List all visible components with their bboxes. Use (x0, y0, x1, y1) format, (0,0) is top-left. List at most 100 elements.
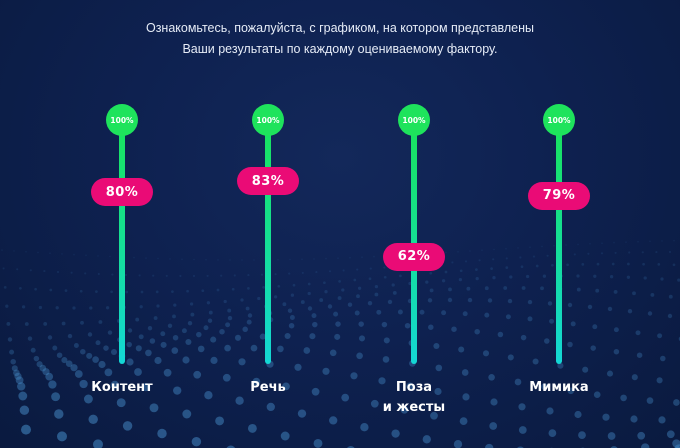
background-dot (338, 280, 341, 283)
background-dot (324, 290, 328, 294)
background-dot (578, 431, 586, 439)
background-dot (373, 255, 375, 258)
background-dot (72, 306, 76, 310)
background-dot (169, 258, 171, 260)
background-dot (322, 367, 330, 375)
background-dot (227, 308, 232, 313)
background-dot (592, 324, 598, 330)
background-dot (613, 241, 615, 244)
background-dot (478, 259, 481, 262)
background-dot (274, 273, 277, 276)
background-dot (641, 251, 644, 254)
background-dot (596, 262, 600, 266)
background-dot (30, 347, 36, 353)
background-dot (83, 394, 93, 404)
background-dot (493, 248, 495, 251)
background-dot (576, 287, 581, 292)
background-dot (356, 352, 363, 360)
background-dot (172, 334, 179, 341)
background-dot (145, 349, 152, 357)
background-dot (127, 328, 133, 333)
background-dot (210, 336, 217, 343)
background-dot (39, 364, 47, 372)
background-dot (487, 298, 493, 303)
background-dot (467, 297, 473, 303)
background-dot (595, 288, 600, 293)
background-dot (307, 306, 313, 311)
background-dot (55, 306, 59, 310)
background-dot (231, 287, 235, 291)
background-dot (65, 360, 73, 368)
background-dot (220, 274, 223, 277)
background-dot (190, 312, 195, 317)
background-dot (206, 274, 209, 277)
background-dot (303, 347, 311, 354)
background-dot (334, 333, 341, 340)
background-dot (173, 303, 177, 307)
background-dot (247, 313, 253, 318)
background-dot (51, 392, 61, 402)
factor-column-speech: 100% 83% Речь (218, 0, 318, 448)
background-dot (429, 288, 434, 293)
background-dot (287, 308, 293, 313)
background-dot (250, 344, 258, 352)
background-dot (289, 258, 291, 261)
background-dot (57, 431, 67, 442)
background-dot (503, 286, 508, 290)
background-dot (13, 369, 20, 377)
background-dot (25, 250, 27, 253)
background-dot (19, 405, 30, 415)
background-dot (110, 290, 113, 294)
background-dot (567, 302, 573, 308)
background-dot (341, 393, 350, 402)
background-dot (10, 358, 16, 365)
background-dot (242, 326, 248, 333)
background-dot (532, 255, 536, 258)
background-dot (182, 409, 192, 419)
background-dot (277, 258, 279, 261)
background-dot (33, 355, 40, 362)
background-dot (93, 439, 103, 448)
background-dot (632, 291, 636, 296)
background-dot (45, 372, 54, 381)
background-dot (193, 258, 195, 261)
background-dot (505, 314, 511, 320)
background-dot (34, 287, 37, 291)
max-marker: 100% (106, 104, 138, 136)
background-dot (11, 365, 18, 372)
background-dot (187, 321, 193, 326)
background-dot (29, 269, 32, 272)
background-dot (84, 272, 87, 275)
background-dot (282, 302, 287, 307)
background-dot (546, 254, 549, 257)
background-dot (661, 240, 663, 242)
background-dot (484, 286, 489, 291)
background-dot (54, 409, 64, 419)
background-dot (573, 253, 576, 256)
background-dot (542, 274, 547, 278)
background-dot (124, 273, 128, 277)
background-dot (204, 391, 213, 400)
background-dot (125, 290, 129, 294)
background-dot (61, 321, 66, 326)
background-dot (327, 304, 333, 309)
background-dot (636, 352, 643, 358)
background-dot (546, 407, 554, 415)
background-dot (383, 337, 390, 344)
background-dot (549, 318, 555, 324)
background-dot (613, 348, 620, 355)
background-dot (356, 294, 360, 299)
background-dot (408, 281, 412, 286)
background-dot (79, 289, 83, 293)
background-dot (376, 309, 382, 315)
background-dot (201, 289, 205, 293)
background-dot (3, 286, 7, 289)
background-dot (541, 245, 543, 248)
background-dot (461, 369, 469, 376)
background-dot (427, 298, 433, 303)
background-dot (631, 374, 638, 381)
background-dot (601, 242, 603, 244)
background-dot (628, 251, 631, 254)
background-dot (17, 382, 26, 391)
